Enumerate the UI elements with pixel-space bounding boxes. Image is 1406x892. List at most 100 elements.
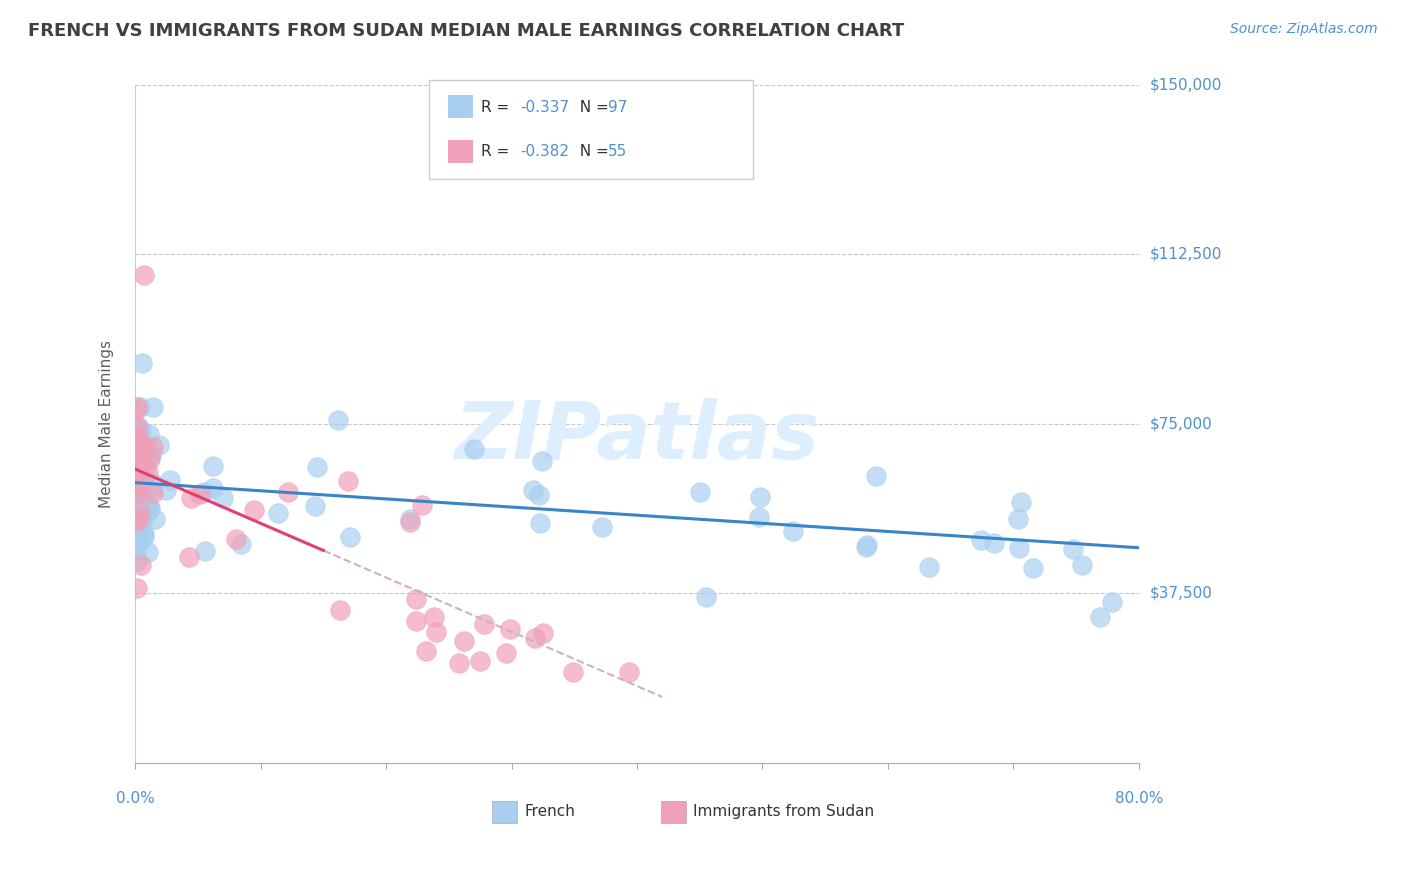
Point bbox=[326, 413, 349, 427]
Text: $37,500: $37,500 bbox=[1150, 586, 1213, 601]
Point bbox=[142, 440, 165, 454]
Point bbox=[136, 503, 159, 517]
Point bbox=[1008, 541, 1031, 555]
Point bbox=[127, 425, 149, 439]
Point bbox=[129, 486, 152, 500]
Point bbox=[748, 510, 770, 524]
Point bbox=[128, 422, 150, 436]
Point bbox=[138, 501, 160, 516]
Point bbox=[1101, 595, 1123, 609]
Point bbox=[523, 632, 546, 646]
Point bbox=[131, 527, 153, 541]
Point bbox=[339, 531, 361, 545]
Text: French: French bbox=[524, 805, 575, 820]
Point bbox=[495, 646, 517, 660]
Point bbox=[132, 451, 155, 466]
Point bbox=[125, 480, 148, 494]
Text: N =: N = bbox=[569, 100, 613, 115]
Point bbox=[136, 465, 159, 479]
Point bbox=[129, 401, 152, 415]
Point bbox=[129, 509, 152, 524]
Point bbox=[128, 533, 150, 548]
Point bbox=[591, 520, 613, 534]
Point bbox=[132, 268, 155, 282]
Point bbox=[128, 505, 150, 519]
Point bbox=[125, 466, 148, 480]
Point bbox=[411, 498, 433, 512]
Point bbox=[425, 625, 447, 640]
Point bbox=[138, 426, 160, 441]
Point bbox=[125, 480, 148, 494]
Point bbox=[142, 401, 165, 415]
Point bbox=[180, 491, 202, 505]
Point bbox=[561, 665, 583, 680]
Point bbox=[125, 514, 148, 528]
Point bbox=[1010, 495, 1032, 509]
Point bbox=[142, 475, 165, 490]
Point bbox=[129, 445, 152, 459]
Point bbox=[125, 581, 148, 595]
Text: FRENCH VS IMMIGRANTS FROM SUDAN MEDIAN MALE EARNINGS CORRELATION CHART: FRENCH VS IMMIGRANTS FROM SUDAN MEDIAN M… bbox=[28, 22, 904, 40]
Point bbox=[131, 459, 153, 474]
Point bbox=[447, 657, 470, 671]
Point bbox=[243, 503, 266, 517]
Point bbox=[139, 452, 162, 467]
Text: Source: ZipAtlas.com: Source: ZipAtlas.com bbox=[1230, 22, 1378, 37]
Point bbox=[689, 484, 711, 499]
Point bbox=[267, 506, 290, 520]
Point bbox=[127, 418, 149, 433]
Point bbox=[749, 490, 772, 504]
Point bbox=[141, 483, 163, 497]
Point bbox=[129, 504, 152, 518]
Point bbox=[132, 491, 155, 505]
Point bbox=[125, 450, 148, 465]
Point bbox=[129, 425, 152, 439]
Point bbox=[128, 483, 150, 497]
Point bbox=[423, 609, 446, 624]
Point bbox=[125, 469, 148, 483]
Point bbox=[142, 486, 165, 500]
Point bbox=[177, 550, 200, 565]
Point bbox=[125, 459, 148, 474]
Point bbox=[202, 458, 225, 473]
Point bbox=[128, 445, 150, 459]
Point bbox=[398, 515, 420, 529]
Point bbox=[127, 430, 149, 444]
Point bbox=[128, 450, 150, 465]
Point bbox=[855, 541, 877, 555]
Point bbox=[127, 554, 149, 568]
Point bbox=[131, 503, 153, 517]
Point bbox=[132, 525, 155, 540]
Point bbox=[529, 516, 551, 531]
Point bbox=[125, 400, 148, 414]
Point bbox=[141, 449, 163, 463]
Point bbox=[188, 487, 211, 501]
Point bbox=[522, 483, 544, 498]
Point bbox=[139, 446, 162, 460]
Point bbox=[531, 626, 554, 640]
Text: -0.382: -0.382 bbox=[520, 145, 569, 160]
Point bbox=[211, 491, 233, 506]
Point bbox=[468, 654, 491, 668]
Text: R =: R = bbox=[481, 145, 515, 160]
Point bbox=[193, 485, 215, 500]
Point bbox=[127, 465, 149, 479]
Point bbox=[136, 545, 159, 559]
Point bbox=[229, 537, 252, 551]
Point bbox=[782, 524, 804, 538]
Point bbox=[499, 623, 522, 637]
Point bbox=[125, 433, 148, 447]
Point bbox=[127, 490, 149, 504]
Point bbox=[125, 537, 148, 551]
Point bbox=[134, 446, 156, 460]
Point bbox=[125, 535, 148, 549]
Point bbox=[125, 464, 148, 478]
Point bbox=[128, 511, 150, 525]
Point bbox=[617, 665, 640, 680]
Text: 97: 97 bbox=[607, 100, 627, 115]
Point bbox=[128, 435, 150, 450]
Point bbox=[277, 485, 299, 500]
Text: R =: R = bbox=[481, 100, 515, 115]
Point bbox=[127, 461, 149, 475]
Point bbox=[531, 454, 554, 468]
